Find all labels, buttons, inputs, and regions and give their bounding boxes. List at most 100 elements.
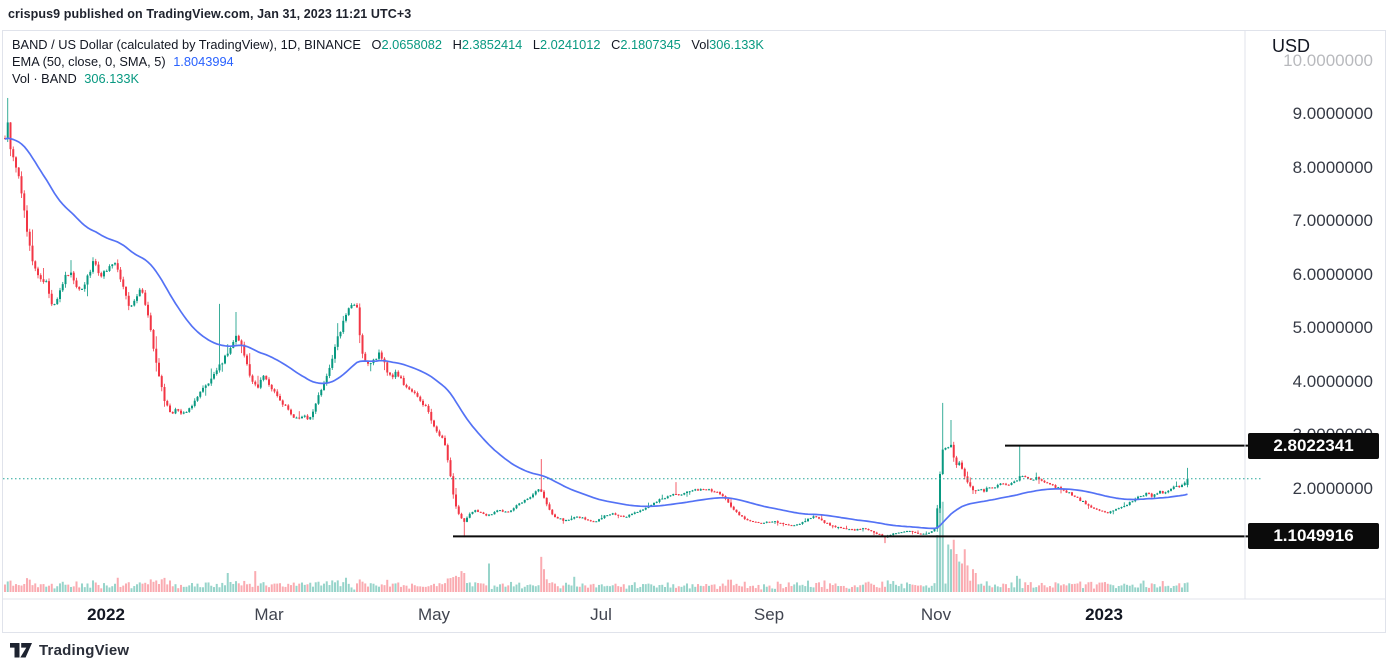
volume-bar (567, 584, 570, 592)
volume-bar (1010, 582, 1013, 592)
volume-bar (1087, 582, 1090, 592)
candle-body (675, 493, 677, 495)
volume-bar (262, 582, 265, 592)
volume-bar (985, 581, 988, 592)
volume-bar (67, 584, 70, 592)
volume-bar (259, 583, 262, 592)
volume-bar (397, 582, 400, 592)
candle-body (1120, 507, 1123, 509)
candle-body (642, 509, 644, 511)
volume-bar (961, 563, 963, 592)
candle-body (70, 272, 72, 276)
legend-volume-row[interactable]: Vol · BAND 306.133K (12, 70, 764, 87)
volume-bar (892, 581, 895, 592)
volume-bar (358, 579, 361, 592)
volume-bar (980, 583, 983, 592)
candle-body (666, 496, 669, 499)
candle-body (364, 353, 367, 361)
candle-body (1181, 485, 1183, 488)
candle-body (1016, 480, 1018, 482)
candle-body (20, 176, 23, 194)
volume-bar (325, 581, 328, 592)
volume-bar (386, 579, 389, 592)
volume-bar (224, 585, 226, 592)
volume-bar (166, 584, 169, 592)
volume-bar (730, 579, 732, 592)
candle-body (163, 387, 166, 402)
candle-body (334, 346, 336, 359)
volume-bar (807, 580, 809, 592)
volume-bar (614, 583, 617, 592)
candle-body (603, 515, 606, 519)
volume-bar (312, 586, 314, 592)
candle-body (655, 501, 658, 503)
candle-body (477, 510, 479, 512)
candle-body (895, 533, 897, 535)
volume-bar (1120, 585, 1123, 592)
legend-symbol-row[interactable]: BAND / US Dollar (calculated by TradingV… (12, 36, 764, 53)
candle-body (798, 523, 801, 525)
volume-bar (598, 584, 600, 592)
time-axis[interactable]: 2022 Mar May Jul Sep Nov 2023 (3, 599, 1385, 632)
time-tick-label: Mar (254, 605, 284, 624)
candle-body (955, 457, 958, 466)
candle-body (276, 391, 279, 396)
volume-bar (37, 587, 39, 592)
volume-bar (1029, 582, 1032, 592)
candle-body (248, 364, 251, 376)
candle-body (911, 530, 914, 532)
candle-body (559, 518, 562, 520)
candle-body (416, 393, 419, 397)
candle-body (336, 336, 339, 347)
candle-body (614, 513, 617, 515)
price-axis[interactable]: USD 10.0000000 9.0000000 8.0000000 7.000000… (1246, 31, 1385, 599)
candle-body (853, 529, 856, 531)
volume-bar (1002, 583, 1005, 592)
volume-bar (845, 587, 848, 592)
volume-bar (1095, 584, 1098, 592)
candle-body (501, 510, 504, 512)
volume-bar (413, 585, 416, 592)
volume-bar (383, 585, 386, 592)
volume-bar (309, 582, 312, 592)
candle-body (1029, 478, 1032, 480)
volume-bar (903, 588, 906, 592)
candle-body (625, 516, 628, 518)
candle-body (243, 344, 246, 356)
candle-body (422, 400, 424, 405)
candle-body (1093, 507, 1095, 509)
volume-bar (147, 584, 149, 592)
candle-body (702, 489, 705, 491)
candle-body (1139, 496, 1142, 498)
legend-ema-row[interactable]: EMA (50, close, 0, SMA, 5) 1.8043994 (12, 53, 764, 70)
volume-bar (100, 588, 103, 592)
volume-bar (848, 588, 851, 592)
volume-bar (1021, 588, 1024, 592)
candle-body (787, 524, 790, 526)
volume-bar (435, 586, 438, 592)
volume-bar (314, 582, 317, 592)
candle-body (532, 494, 534, 498)
candle-body (878, 533, 881, 535)
volume-bar (675, 587, 677, 592)
candle-body (947, 447, 950, 449)
price-axis-currency: USD (1272, 36, 1311, 56)
volume-bar (930, 585, 933, 592)
volume-bar (257, 585, 259, 592)
candle-body (600, 518, 603, 520)
volume-bar (947, 544, 950, 592)
candle-body (6, 122, 9, 139)
candle-body (677, 494, 680, 496)
candle-body (295, 417, 298, 419)
price-tick-label: 8.0000000 (1292, 157, 1373, 177)
high-value: 2.3852414 (461, 37, 523, 52)
volume-bar (595, 587, 598, 592)
volume-bar (482, 583, 485, 592)
volume-bar (1007, 587, 1010, 592)
volume-bar (31, 585, 34, 592)
candle-body (149, 315, 152, 331)
price-chart-pane[interactable] (3, 31, 1385, 632)
volume-bar (815, 582, 818, 592)
candle-body (686, 491, 688, 494)
candle-body (592, 521, 595, 523)
